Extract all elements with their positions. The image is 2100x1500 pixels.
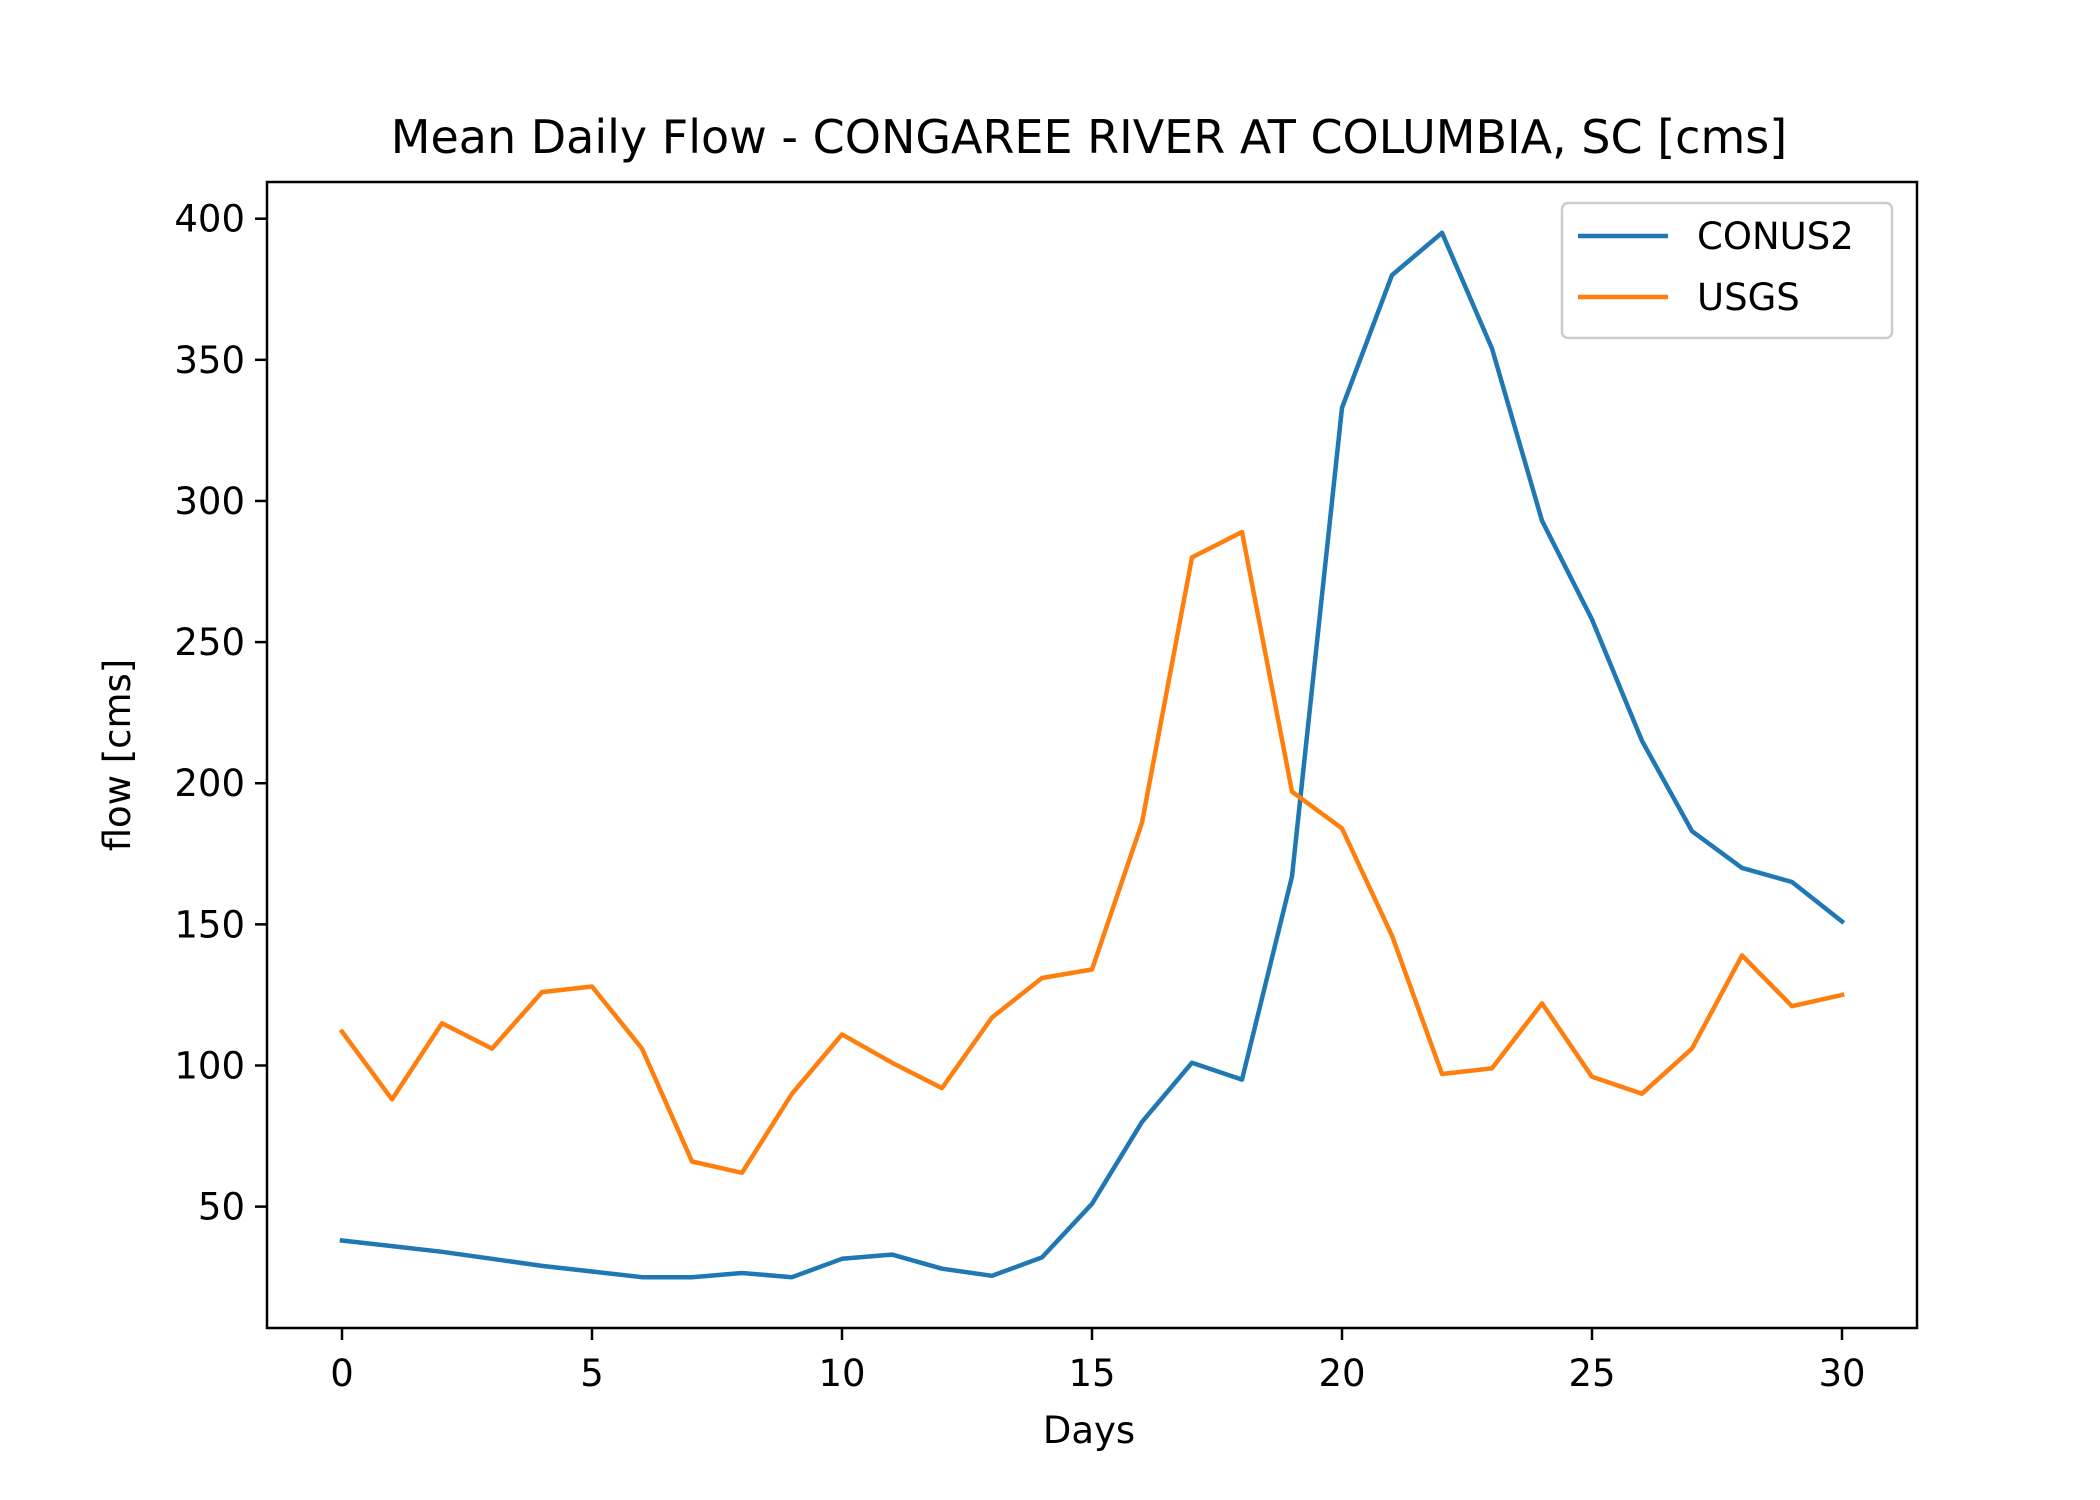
y-tick-label: 300 [174, 480, 245, 523]
x-tick-label: 15 [1068, 1352, 1115, 1395]
x-tick-label: 25 [1568, 1352, 1615, 1395]
plot-area [265, 180, 1919, 1330]
legend-label-conus2: CONUS2 [1697, 215, 1854, 258]
x-tick-label: 30 [1818, 1352, 1865, 1395]
y-tick-label: 400 [174, 198, 245, 241]
x-tick-label: 20 [1318, 1352, 1365, 1395]
y-axis-label: flow [cms] [96, 659, 139, 852]
y-tick-label: 150 [174, 903, 245, 946]
x-tick-label: 0 [330, 1352, 354, 1395]
y-tick-label: 200 [174, 762, 245, 805]
y-tick-label: 100 [174, 1044, 245, 1087]
chart-title: Mean Daily Flow - CONGAREE RIVER AT COLU… [391, 110, 1787, 164]
series-lines [338, 230, 1846, 1280]
series-line-conus2 [339, 230, 1846, 1280]
x-axis-label: Days [1043, 1409, 1135, 1452]
y-axis-ticks: 50 100 150 200 250 300 350 400 [174, 198, 267, 1229]
y-tick-label: 50 [198, 1186, 245, 1229]
y-tick-label: 350 [174, 339, 245, 382]
legend: CONUS2 USGS [1560, 201, 1894, 340]
legend-label-usgs: USGS [1697, 276, 1800, 319]
x-tick-label: 10 [818, 1352, 865, 1395]
x-tick-label: 5 [580, 1352, 604, 1395]
series-line-usgs [338, 529, 1845, 1176]
y-tick-label: 250 [174, 621, 245, 664]
x-axis-ticks: 0 5 10 15 20 25 30 [330, 1328, 1866, 1395]
